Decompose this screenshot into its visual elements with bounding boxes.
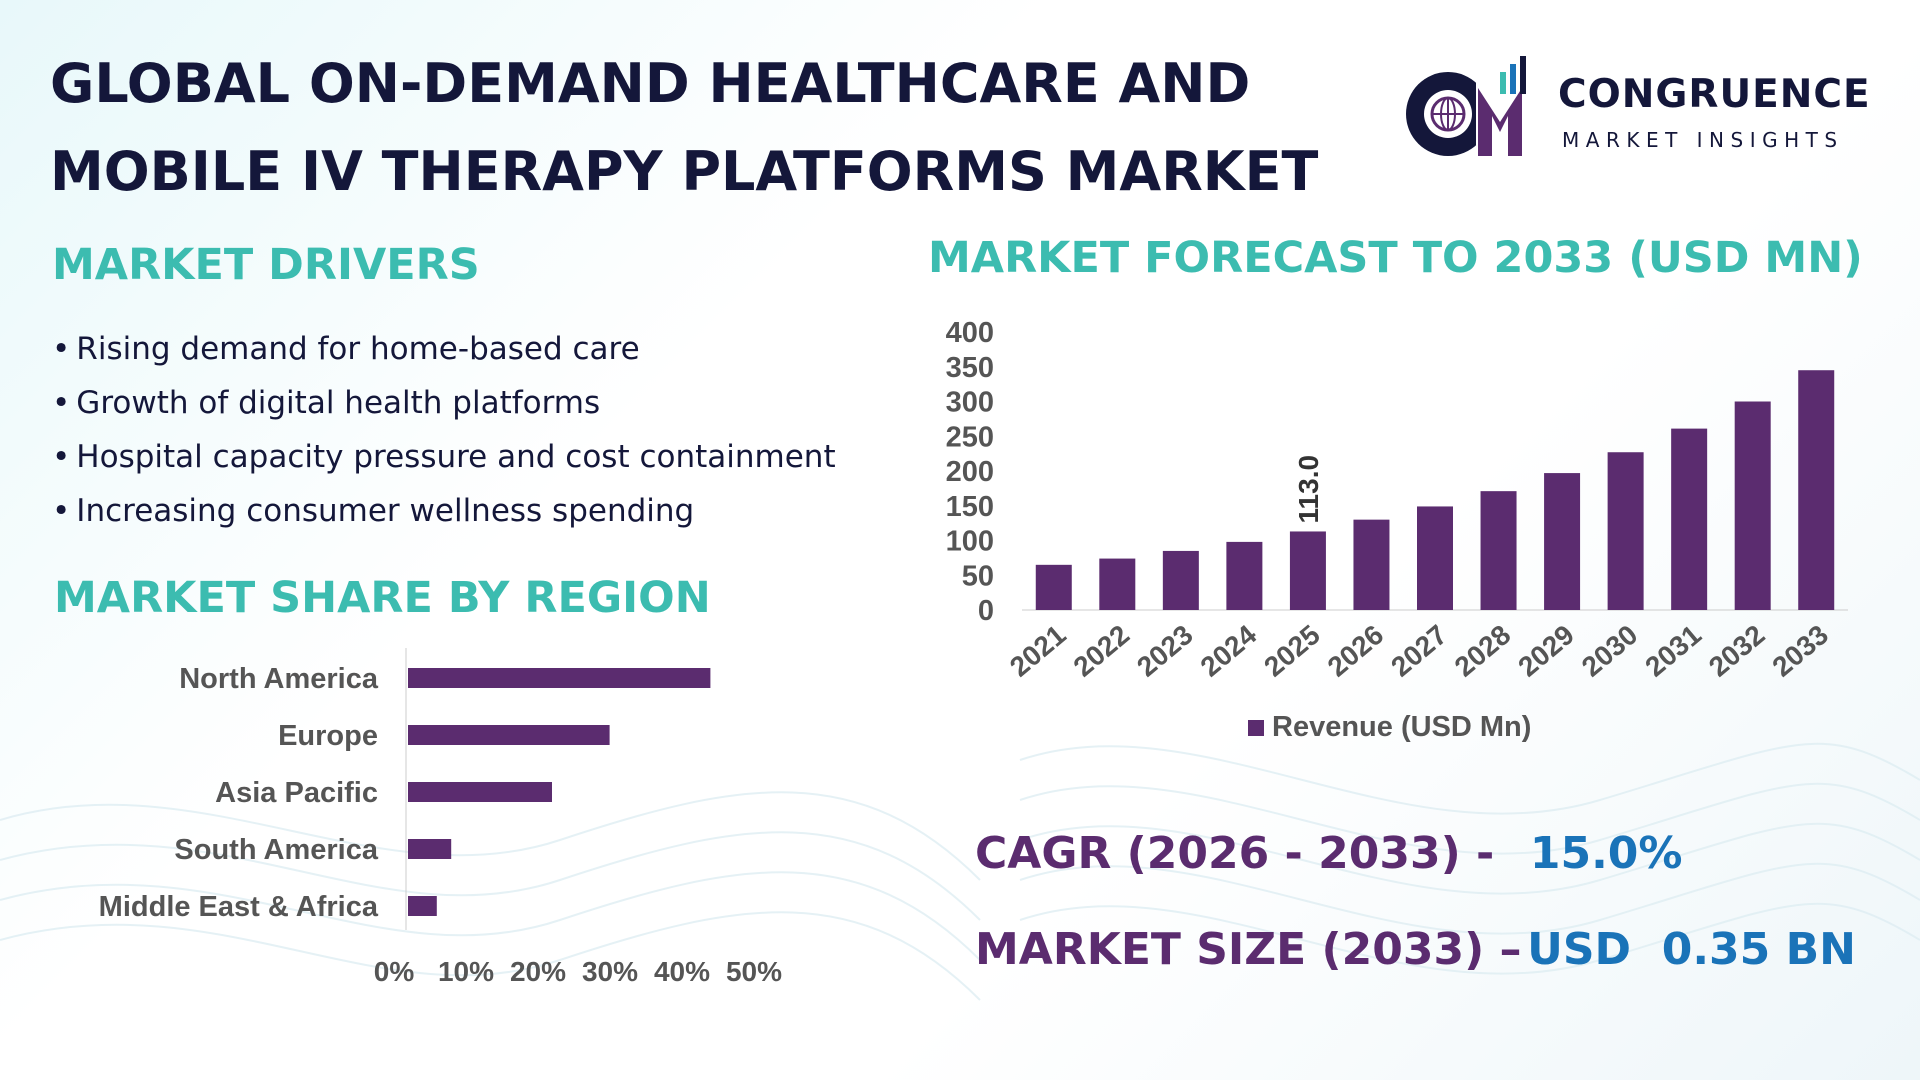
x-tick-label: 2024 xyxy=(1195,619,1263,683)
driver-item: • Rising demand for home-based care xyxy=(52,322,836,376)
forecast-bar xyxy=(1734,401,1771,610)
x-tick-label: 2029 xyxy=(1512,619,1580,683)
data-label: 113.0 xyxy=(1293,455,1324,524)
legend-swatch xyxy=(1248,720,1264,736)
x-tick-label: 2025 xyxy=(1258,619,1326,683)
category-label: North America xyxy=(179,663,379,695)
y-tick-label: 0 xyxy=(978,595,994,627)
forecast-heading: MARKET FORECAST TO 2033 (USD MN) xyxy=(928,233,1863,283)
globe-cm-logo-icon xyxy=(1406,56,1540,156)
y-tick-label: 350 xyxy=(946,352,994,384)
forecast-bar xyxy=(1035,564,1072,610)
x-tick-label: 30% xyxy=(582,956,638,987)
x-tick-label: 2030 xyxy=(1576,619,1644,683)
page-title-line-2: MOBILE IV THERAPY PLATFORMS MARKET xyxy=(50,140,1319,203)
cagr-stat: CAGR (2026 - 2033) - 15.0% xyxy=(975,828,1683,879)
region-share-chart: North America Europe Asia Pacific South Ame… xyxy=(99,648,782,987)
x-tick-label: 0% xyxy=(374,956,415,987)
x-tick-label: 2027 xyxy=(1385,619,1453,683)
x-tick-label: 2033 xyxy=(1766,619,1834,683)
forecast-bar xyxy=(1798,370,1835,610)
forecast-bar xyxy=(1671,428,1708,610)
driver-text: Rising demand for home-based care xyxy=(76,331,640,367)
forecast-bar xyxy=(1607,452,1644,610)
x-tick-label: 50% xyxy=(726,956,782,987)
driver-item: • Hospital capacity pressure and cost con… xyxy=(52,430,836,484)
x-tick-label: 10% xyxy=(438,956,494,987)
x-tick-label: 2026 xyxy=(1322,619,1390,683)
x-tick-label: 20% xyxy=(510,956,566,987)
market-size-label: MARKET SIZE (2033) – xyxy=(975,924,1522,975)
legend-label: Revenue (USD Mn) xyxy=(1272,711,1531,743)
forecast-bar xyxy=(1099,558,1136,610)
driver-item: • Increasing consumer wellness spending xyxy=(52,484,836,538)
region-bar xyxy=(408,725,610,745)
x-tick-label: 2023 xyxy=(1131,619,1199,683)
forecast-bar xyxy=(1226,541,1263,610)
market-size-stat: MARKET SIZE (2033) – USD 0.35 BN xyxy=(975,924,1856,975)
driver-text: Hospital capacity pressure and cost cont… xyxy=(76,439,836,475)
x-tick-label: 2022 xyxy=(1068,619,1136,683)
category-label: Middle East & Africa xyxy=(99,891,379,923)
cagr-value: 15.0% xyxy=(1529,828,1683,879)
region-bar xyxy=(408,896,437,916)
page-title: GLOBAL ON-DEMAND HEALTHCARE AND MOBILE I… xyxy=(50,40,1350,216)
y-tick-label: 50 xyxy=(962,560,994,592)
x-tick-label: 2031 xyxy=(1639,619,1707,683)
region-bar xyxy=(408,839,452,859)
bullet-icon: • xyxy=(52,439,71,475)
y-tick-label: 300 xyxy=(946,387,994,419)
category-label: Asia Pacific xyxy=(215,777,378,809)
region-bar xyxy=(408,782,552,802)
y-tick-label: 150 xyxy=(946,491,994,523)
x-tick-label: 2032 xyxy=(1703,619,1771,683)
forecast-bar xyxy=(1480,491,1517,610)
category-label: South America xyxy=(174,834,378,866)
market-drivers-list: • Rising demand for home-based care • Grow… xyxy=(52,322,836,538)
x-tick-label: 40% xyxy=(654,956,710,987)
page-title-line-1: GLOBAL ON-DEMAND HEALTHCARE AND xyxy=(50,52,1251,115)
bullet-icon: • xyxy=(52,331,71,367)
x-tick-label: 2021 xyxy=(1004,619,1072,683)
logo-tagline: MARKET INSIGHTS xyxy=(1562,128,1844,152)
region-bar xyxy=(408,668,711,688)
market-drivers-heading: MARKET DRIVERS xyxy=(52,240,480,290)
y-tick-label: 100 xyxy=(946,526,994,558)
category-label: Europe xyxy=(278,720,378,752)
y-tick-label: 200 xyxy=(946,456,994,488)
forecast-bar xyxy=(1417,506,1453,610)
forecast-bar xyxy=(1289,531,1326,610)
y-tick-label: 250 xyxy=(946,421,994,453)
forecast-bar xyxy=(1162,550,1199,610)
driver-text: Increasing consumer wellness spending xyxy=(76,493,695,529)
y-tick-label: 400 xyxy=(946,317,994,349)
logo-brand-name: CONGRUENCE xyxy=(1558,72,1871,117)
bullet-icon: • xyxy=(52,385,71,421)
bullet-icon: • xyxy=(52,493,71,529)
forecast-bar xyxy=(1353,519,1390,610)
driver-text: Growth of digital health platforms xyxy=(76,385,601,421)
region-share-heading: MARKET SHARE BY REGION xyxy=(54,573,711,623)
driver-item: • Growth of digital health platforms xyxy=(52,376,836,430)
market-size-value: USD 0.35 BN xyxy=(1527,924,1856,975)
x-tick-label: 2028 xyxy=(1449,619,1517,683)
forecast-bar xyxy=(1544,473,1581,610)
company-logo: CONGRUENCE MARKET INSIGHTS xyxy=(1400,52,1900,162)
cagr-label: CAGR (2026 - 2033) - xyxy=(975,828,1495,879)
